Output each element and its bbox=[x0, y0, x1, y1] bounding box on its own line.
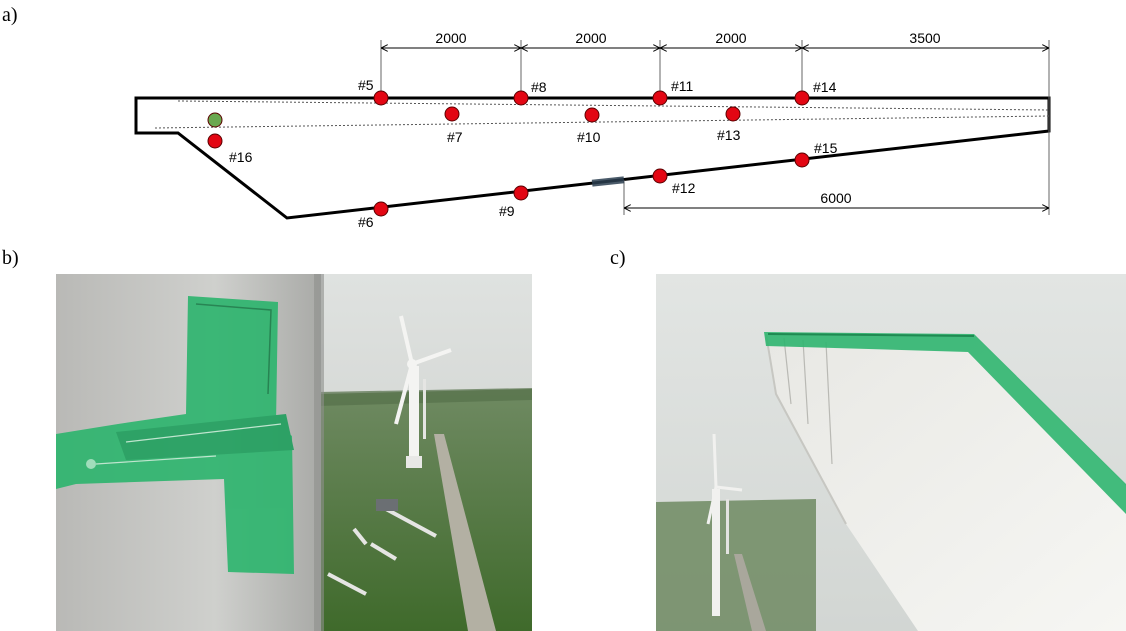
sensor-label: #15 bbox=[814, 140, 838, 156]
distant-turbine bbox=[706, 433, 743, 616]
photo-c-blade-view bbox=[656, 274, 1126, 631]
sensor-marker bbox=[584, 107, 600, 123]
green-reference-marker bbox=[207, 112, 223, 128]
sensor-marker bbox=[444, 106, 460, 122]
panel-label-b: b) bbox=[2, 247, 19, 269]
inner-line-1 bbox=[177, 100, 1050, 111]
trailing-edge-patch bbox=[591, 176, 625, 187]
sensor-marker bbox=[794, 152, 810, 168]
photo-b-tower-sensor bbox=[56, 274, 532, 631]
sensor-label: #5 bbox=[358, 77, 374, 93]
sensor-marker bbox=[652, 168, 668, 184]
sensor-label: #6 bbox=[358, 214, 374, 230]
sensor-marker bbox=[794, 90, 810, 106]
road bbox=[434, 434, 496, 631]
distant-turbine bbox=[394, 315, 452, 468]
sensor-marker bbox=[373, 201, 389, 217]
dimension-label: 3500 bbox=[909, 30, 940, 46]
edge-tape bbox=[764, 332, 1126, 514]
sensor-label: #13 bbox=[717, 127, 741, 143]
sensor-label: #8 bbox=[531, 79, 547, 95]
dimension-label: 6000 bbox=[820, 190, 851, 206]
sensor-label: #12 bbox=[672, 180, 696, 196]
sensor-label: #11 bbox=[671, 78, 694, 94]
sensor-marker bbox=[652, 90, 668, 106]
inner-line-2 bbox=[154, 115, 1050, 129]
sensor-marker bbox=[207, 133, 223, 149]
dimension-label: 2000 bbox=[435, 30, 466, 46]
sensor-marker bbox=[725, 106, 741, 122]
sensor-label: #14 bbox=[813, 79, 837, 95]
sensor-label: #16 bbox=[229, 149, 253, 165]
blade-diagram: 2000 2000 2000 3500 6000 #5 #6 #7 #8 #9 #10 #1… bbox=[134, 30, 1051, 230]
panel-label-a: a) bbox=[2, 4, 18, 26]
dimension-label: 2000 bbox=[575, 30, 606, 46]
sensor-marker bbox=[373, 90, 389, 106]
sensor-label: #9 bbox=[499, 203, 515, 219]
sensor-label: #7 bbox=[447, 129, 463, 145]
sensor-label: #10 bbox=[577, 129, 601, 145]
debris bbox=[327, 507, 437, 596]
sensor-marker bbox=[513, 90, 529, 106]
dimension-label: 2000 bbox=[715, 30, 746, 46]
sensor-marker bbox=[513, 185, 529, 201]
sensor-tape bbox=[56, 296, 294, 574]
panel-label-c: c) bbox=[610, 247, 626, 269]
